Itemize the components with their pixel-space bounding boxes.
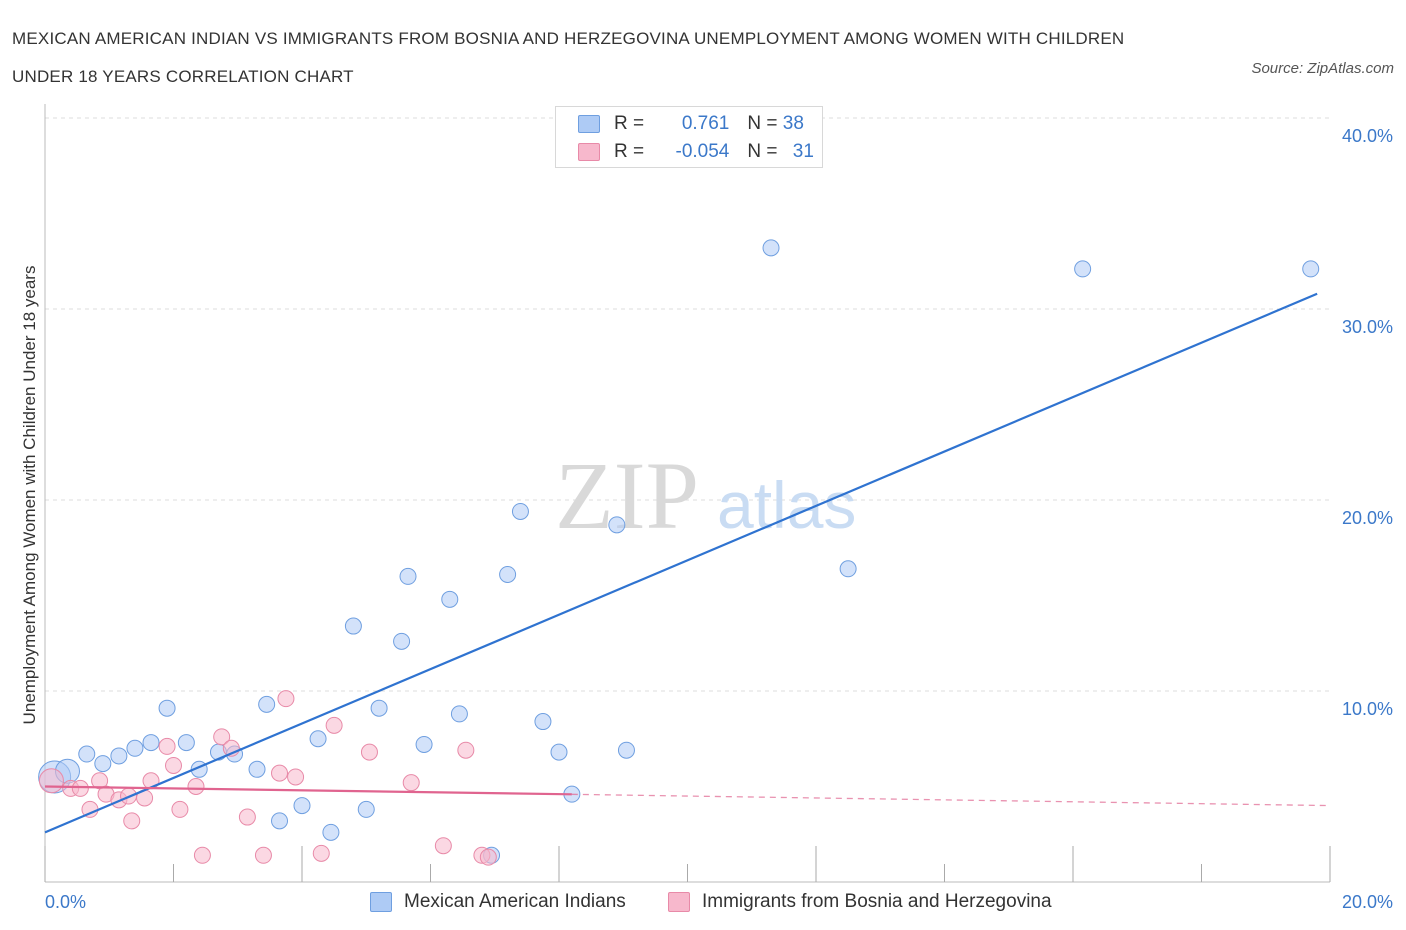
point-mexican-american-indian [1074, 260, 1092, 278]
point-bosnia-herzegovina [187, 778, 205, 795]
point-mexican-american-indian [344, 617, 362, 635]
legend-row-mexican: R = 0.761 N = 38 [578, 111, 804, 137]
point-mexican-american-indian [248, 760, 266, 778]
y-tick-label: 20.0% [1342, 508, 1393, 528]
point-mexican-american-indian [511, 502, 529, 520]
legend-swatch-blue [578, 115, 600, 133]
point-bosnia-herzegovina [360, 743, 378, 761]
legend-n-label: N = [747, 141, 783, 162]
y-tick-label: 40.0% [1342, 126, 1393, 146]
point-mexican-american-indian [158, 699, 176, 717]
point-bosnia-herzegovina [193, 846, 211, 864]
point-bosnia-herzegovina [402, 774, 420, 792]
point-bosnia-herzegovina [171, 800, 189, 818]
trend-layer [44, 292, 1331, 834]
point-bosnia-herzegovina [277, 690, 295, 708]
legend-swatch-pink [578, 143, 600, 161]
point-mexican-american-indian [177, 734, 195, 752]
y-axis-label: Unemployment Among Women with Children U… [20, 265, 39, 725]
point-mexican-american-indian [608, 516, 626, 534]
series-legend-label: Immigrants from Bosnia and Herzegovina [702, 891, 1052, 912]
axis-layer [44, 104, 1331, 883]
series-swatch-blue [370, 892, 392, 912]
point-bosnia-herzegovina [238, 808, 256, 826]
x-tick-label: 20.0% [1342, 892, 1393, 912]
point-mexican-american-indian [1302, 260, 1320, 278]
point-mexican-american-indian [762, 239, 780, 257]
point-mexican-american-indian [393, 632, 411, 650]
point-mexican-american-indian [142, 734, 160, 752]
point-bosnia-herzegovina [71, 779, 89, 797]
legend-n-label: N = [747, 113, 783, 134]
series-legend-mexican[interactable]: Mexican American Indians [370, 888, 626, 916]
point-mexican-american-indian [499, 565, 517, 583]
point-mexican-american-indian [78, 745, 96, 763]
point-bosnia-herzegovina [479, 848, 497, 866]
legend-r-label: R = [614, 113, 650, 134]
point-mexican-american-indian [839, 560, 857, 578]
point-mexican-american-indian [415, 735, 433, 753]
point-bosnia-herzegovina [38, 768, 64, 794]
trend-line-bosnia-dashed [571, 793, 1331, 807]
point-bosnia-herzegovina [123, 812, 141, 830]
series-legend-bosnia[interactable]: Immigrants from Bosnia and Herzegovina [668, 888, 1052, 916]
point-mexican-american-indian [450, 705, 468, 723]
point-bosnia-herzegovina [312, 844, 330, 862]
point-bosnia-herzegovina [457, 741, 475, 759]
point-mexican-american-indian [357, 800, 375, 818]
point-bosnia-herzegovina [434, 837, 452, 855]
grid-layer [45, 117, 1330, 692]
point-mexican-american-indian [322, 823, 340, 841]
series-legend: Mexican American Indians Immigrants from… [0, 888, 1406, 916]
point-bosnia-herzegovina [254, 846, 272, 864]
point-mexican-american-indian [258, 695, 276, 713]
legend-r-value: 0.761 [681, 113, 730, 134]
legend-r-label: R = [614, 141, 650, 162]
point-mexican-american-indian [617, 741, 635, 759]
point-mexican-american-indian [94, 755, 112, 773]
point-bosnia-herzegovina [287, 768, 305, 786]
point-mexican-american-indian [293, 797, 311, 815]
point-mexican-american-indian [271, 812, 289, 830]
series-legend-label: Mexican American Indians [404, 891, 626, 912]
point-mexican-american-indian [534, 713, 552, 731]
legend-n-value: 31 [792, 141, 814, 162]
point-bosnia-herzegovina [325, 716, 343, 734]
correlation-legend: R = 0.761 N = 38 R = -0.054 N = 31 [555, 106, 823, 168]
point-mexican-american-indian [399, 567, 417, 585]
series-swatch-pink [668, 892, 690, 912]
point-bosnia-herzegovina [165, 756, 182, 774]
legend-row-bosnia: R = -0.054 N = 31 [578, 139, 814, 165]
trend-line-mexican [44, 292, 1318, 834]
y-tick-label: 30.0% [1342, 317, 1393, 337]
point-mexican-american-indian [441, 590, 459, 608]
point-bosnia-herzegovina [271, 764, 289, 782]
point-mexican-american-indian [309, 730, 327, 748]
trend-line-bosnia [44, 785, 572, 796]
point-mexican-american-indian [110, 747, 128, 765]
legend-n-value: 38 [782, 113, 804, 134]
watermark-atlas: atlas [717, 468, 856, 542]
point-bosnia-herzegovina [158, 737, 176, 755]
point-bosnia-herzegovina [213, 728, 231, 746]
point-mexican-american-indian [370, 699, 388, 717]
x-tick-label: 0.0% [45, 892, 86, 912]
source-label: Source: ZipAtlas.com [1251, 60, 1394, 77]
watermark-zip: ZIP [555, 442, 699, 549]
legend-r-value: -0.054 [675, 141, 730, 162]
points-layer [38, 239, 1320, 866]
point-mexican-american-indian [126, 739, 144, 757]
chart-title: MEXICAN AMERICAN INDIAN VS IMMIGRANTS FR… [12, 29, 1125, 86]
tick-label-layer: 10.0% 20.0% 30.0% 40.0% 0.0% 20.0% [45, 126, 1393, 912]
y-tick-label: 10.0% [1342, 699, 1393, 719]
point-mexican-american-indian [550, 743, 568, 761]
